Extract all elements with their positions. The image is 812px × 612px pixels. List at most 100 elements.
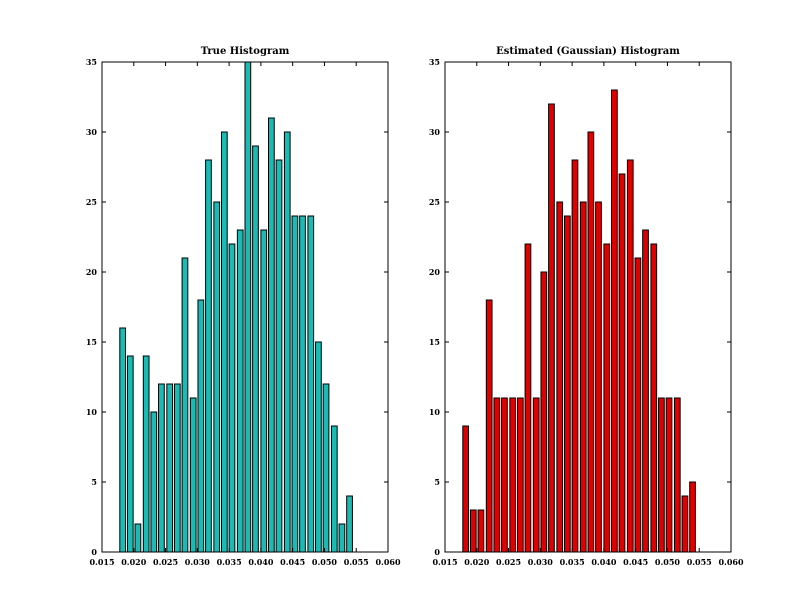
- bar: [587, 131, 595, 553]
- x-tick-label: 0.045: [280, 557, 305, 567]
- bar: [485, 299, 493, 553]
- y-tick-label: 30: [429, 127, 441, 137]
- bar: [634, 257, 642, 553]
- bar: [689, 481, 696, 553]
- x-tick-label: 0.020: [121, 557, 146, 567]
- x-tick-label: 0.040: [248, 557, 273, 567]
- bar: [236, 229, 244, 553]
- bar: [469, 509, 477, 553]
- bar: [275, 159, 283, 553]
- bar: [173, 383, 181, 553]
- x-tick-label: 0.035: [217, 557, 242, 567]
- bar: [532, 397, 540, 553]
- bar: [556, 201, 564, 553]
- bar: [315, 341, 322, 553]
- y-tick-label: 10: [429, 407, 441, 417]
- y-tick-label: 15: [429, 337, 440, 347]
- bar: [205, 159, 212, 553]
- x-tick-label: 0.025: [496, 557, 521, 567]
- y-tick-label: 35: [429, 57, 440, 67]
- bar: [213, 201, 221, 553]
- x-tick-label: 0.015: [432, 557, 457, 567]
- x-tick-label: 0.025: [153, 557, 178, 567]
- bar: [268, 117, 275, 553]
- y-tick-label: 5: [434, 477, 440, 487]
- axes-frame: [101, 61, 389, 553]
- bar: [477, 509, 485, 553]
- bar: [509, 397, 517, 553]
- bar: [540, 271, 548, 553]
- y-tick-label: 20: [86, 267, 98, 277]
- x-tick-label: 0.015: [89, 557, 114, 567]
- bar: [260, 229, 268, 553]
- bar: [346, 495, 353, 553]
- x-tick-label: 0.055: [687, 557, 712, 567]
- bar: [181, 257, 189, 553]
- x-tick-label: 0.045: [623, 557, 648, 567]
- bar: [618, 173, 626, 553]
- bar: [595, 201, 602, 553]
- bar: [658, 397, 665, 553]
- x-tick-label: 0.035: [560, 557, 585, 567]
- bar: [228, 243, 236, 553]
- y-tick-label: 25: [429, 197, 440, 207]
- bar: [501, 397, 508, 553]
- bar: [189, 397, 197, 553]
- x-tick-label: 0.060: [718, 557, 743, 567]
- bar: [299, 215, 306, 553]
- bar: [462, 425, 470, 553]
- x-tick-label: 0.050: [312, 557, 337, 567]
- bar: [158, 383, 165, 553]
- true-histogram-panel: 0.015 0.020 0.025 0.030 0.035 0.040 0.045 0.050…: [86, 46, 401, 567]
- bar: [126, 355, 134, 553]
- chart-title: True Histogram: [201, 46, 290, 57]
- x-tick-label: 0.030: [528, 557, 553, 567]
- bar: [650, 243, 658, 553]
- y-tick-label: 15: [86, 337, 97, 347]
- bar: [330, 425, 338, 553]
- bar: [579, 201, 587, 553]
- bar: [134, 523, 142, 553]
- x-tick-label: 0.020: [464, 557, 489, 567]
- y-tick-label: 0: [91, 547, 97, 557]
- bar: [548, 103, 555, 553]
- bar: [166, 383, 174, 553]
- bar: [524, 243, 532, 553]
- y-tick-label: 20: [429, 267, 441, 277]
- bar: [142, 355, 150, 553]
- x-tick-label: 0.040: [591, 557, 616, 567]
- bar: [493, 397, 501, 553]
- bar: [626, 159, 634, 553]
- bar: [307, 215, 315, 553]
- y-tick-label: 5: [91, 477, 97, 487]
- chart-title: Estimated (Gaussian) Histogram: [496, 46, 680, 57]
- bar: [338, 523, 346, 553]
- y-tick-label: 30: [86, 127, 98, 137]
- x-tick-label: 0.030: [185, 557, 210, 567]
- bar: [291, 215, 299, 553]
- bar: [665, 397, 673, 553]
- bar: [119, 327, 127, 553]
- bar: [611, 89, 618, 553]
- y-tick-label: 0: [434, 547, 440, 557]
- bar: [571, 159, 579, 553]
- y-tick-label: 35: [86, 57, 97, 67]
- y-tick-label: 25: [86, 197, 97, 207]
- bar: [252, 145, 259, 553]
- bar: [681, 495, 689, 553]
- x-tick-label: 0.050: [655, 557, 680, 567]
- bar: [220, 131, 228, 553]
- bar: [244, 61, 252, 553]
- bar: [322, 383, 330, 553]
- bar: [516, 397, 524, 553]
- bar: [673, 397, 681, 553]
- x-tick-label: 0.060: [375, 557, 400, 567]
- bar: [603, 243, 611, 553]
- bar: [563, 215, 571, 553]
- axes-frame: [444, 61, 732, 553]
- bar: [642, 229, 649, 553]
- y-tick-label: 10: [86, 407, 98, 417]
- estimated-gaussian-histogram-panel: 0.015 0.020 0.025 0.030 0.035 0.040 0.045 0.050…: [429, 46, 744, 567]
- bar: [283, 131, 291, 553]
